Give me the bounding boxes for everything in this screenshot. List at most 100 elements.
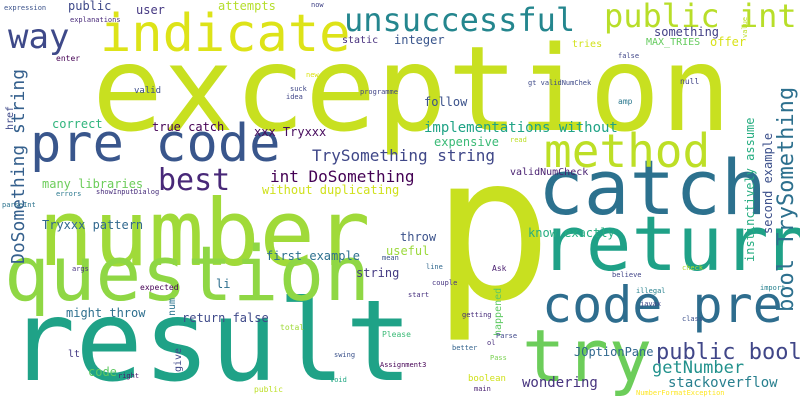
word: number [38,180,371,287]
word: follow [424,95,468,109]
word: without duplicating [262,183,400,197]
word: question [4,229,371,318]
word: try [522,314,653,398]
word: ol [487,339,496,347]
word: Tryxxx pattern [42,218,144,232]
word: illegal [636,287,666,295]
word: TrySomething string [312,146,496,165]
word: something [654,25,720,39]
word: couple [432,279,458,287]
word: stackoverflow [668,375,778,391]
word: errors [56,190,82,198]
word: boolean [468,374,506,384]
word: tries [572,39,603,50]
word: better [452,344,478,352]
word: false [618,52,640,60]
word: getting [462,311,492,319]
word: many libraries [42,177,144,191]
word: num [167,297,178,316]
word: public int [604,0,797,35]
word: start [408,291,430,299]
word: DoSomething string [8,68,29,264]
word: lt [68,349,81,360]
word: class [682,315,704,323]
word: believe [612,271,642,279]
word: total [280,323,305,332]
word: expected [140,283,179,292]
word: Ask [492,264,507,273]
word: string [356,266,400,280]
word: explanations [70,16,121,24]
word: best [158,163,231,198]
word: expensive [434,135,500,149]
word: might throw [66,306,146,320]
word: parseInt [2,201,36,209]
word: true catch [152,120,225,134]
word: user [136,3,165,17]
word: useful [386,244,430,258]
word: public bool [656,340,800,365]
word: unsuccessful [344,1,576,39]
word: xxx Tryxxx [254,125,327,139]
word: idea [286,93,303,101]
word: pre code [30,114,281,174]
word: read [510,136,527,144]
word: new [306,71,319,79]
word: p [432,113,553,346]
word: args [72,265,89,273]
word: integer [394,33,445,47]
word: exception [92,20,732,158]
word: null [680,77,700,86]
word: line [426,263,443,271]
word: catch [538,143,767,232]
word: expression [4,4,47,12]
word: wondering [522,375,598,391]
word: valid [134,86,162,96]
word: Assignment3 [380,361,427,369]
word: enter [56,54,81,63]
word: validNumCheck [510,167,589,178]
word: main [474,385,491,393]
word: code pre [542,276,783,334]
word: value [741,16,749,38]
word: swing [334,351,356,359]
word: showInputDialog [96,188,160,196]
word: public [254,385,283,394]
word: programme [360,88,398,96]
word: MAX_TRIES [646,37,701,48]
word: href [5,105,16,130]
word: now [311,1,324,9]
word: first example [266,249,360,263]
word: instinctively assume [743,117,757,263]
word: indicate [100,4,351,64]
word: return [540,199,800,288]
word: code [88,365,117,379]
word: Parse [496,332,518,340]
word: Pass [490,354,507,362]
word: li [216,277,231,291]
word: offer [710,35,747,49]
word: check [682,264,704,272]
word: void [330,376,347,384]
word: result [8,277,413,400]
word: attempts [218,0,276,13]
word: int DoSomething [270,167,415,186]
word: NumberFormatException [636,389,725,397]
word: throw [400,230,437,244]
word: Please [382,330,411,339]
word: public [68,0,112,13]
word: method [544,124,711,178]
word: suck [290,85,307,93]
word: give [173,347,184,372]
word: javax [640,300,662,308]
word: happened [493,287,504,336]
word: second example [761,132,775,234]
word: implementations without [424,120,618,136]
word: return false [182,311,269,325]
word: gt validNumChek [528,79,592,87]
word: right [118,372,140,380]
word: correct [52,117,103,131]
word: mean [382,254,399,262]
word: JOptionPane [574,345,654,359]
